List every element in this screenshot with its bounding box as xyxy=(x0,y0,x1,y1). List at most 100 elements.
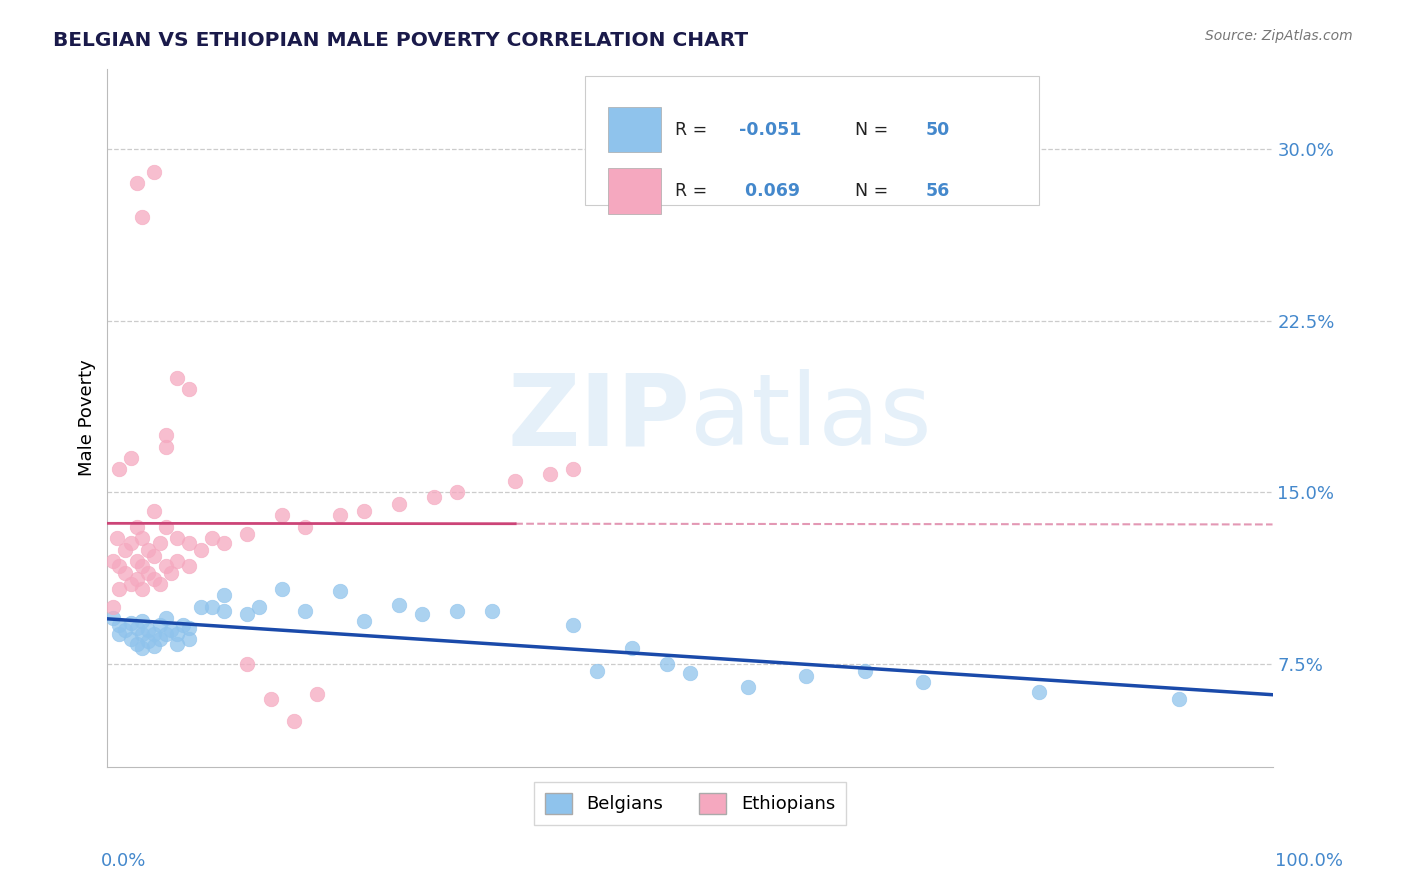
Point xyxy=(103,611,125,625)
Point xyxy=(411,607,433,621)
Point xyxy=(422,490,444,504)
Text: R =: R = xyxy=(675,120,713,138)
FancyBboxPatch shape xyxy=(609,107,661,153)
Point xyxy=(353,614,375,628)
Point xyxy=(155,627,177,641)
Point xyxy=(131,211,153,225)
Point xyxy=(172,618,194,632)
Text: 100.0%: 100.0% xyxy=(1275,852,1343,870)
Point xyxy=(329,508,352,523)
Point xyxy=(155,519,177,533)
Point xyxy=(120,577,142,591)
Point xyxy=(562,618,585,632)
Point xyxy=(131,558,153,573)
Point xyxy=(131,641,153,656)
Text: Source: ZipAtlas.com: Source: ZipAtlas.com xyxy=(1205,29,1353,43)
Point xyxy=(131,582,153,596)
Point xyxy=(446,605,468,619)
Text: atlas: atlas xyxy=(690,369,932,467)
Text: N =: N = xyxy=(855,120,894,138)
Y-axis label: Male Poverty: Male Poverty xyxy=(79,359,96,476)
Point xyxy=(143,504,166,518)
Point xyxy=(120,450,142,465)
Point xyxy=(212,589,235,603)
Point xyxy=(160,566,183,580)
Legend: Belgians, Ethiopians: Belgians, Ethiopians xyxy=(534,782,846,824)
Point xyxy=(190,599,212,614)
Point xyxy=(307,687,329,701)
Point xyxy=(149,535,172,549)
Point xyxy=(446,485,468,500)
Point xyxy=(177,632,200,646)
Point xyxy=(131,627,153,641)
Point xyxy=(585,664,607,678)
Point xyxy=(125,176,148,190)
Text: N =: N = xyxy=(855,182,894,200)
Point xyxy=(538,467,561,481)
Point xyxy=(503,474,526,488)
Point xyxy=(177,558,200,573)
Point xyxy=(125,573,148,587)
Point xyxy=(271,582,294,596)
Text: 56: 56 xyxy=(925,182,949,200)
Point xyxy=(120,615,142,630)
Point xyxy=(294,605,316,619)
Text: 0.0%: 0.0% xyxy=(101,852,146,870)
Point xyxy=(166,531,188,545)
Point xyxy=(143,549,166,564)
Point xyxy=(131,614,153,628)
Point xyxy=(155,611,177,625)
Point xyxy=(236,526,259,541)
Point xyxy=(737,680,759,694)
Point xyxy=(114,566,136,580)
Point xyxy=(120,632,142,646)
Point xyxy=(166,627,188,641)
Point xyxy=(143,573,166,587)
Point xyxy=(247,599,270,614)
Point xyxy=(125,636,148,650)
Text: ZIP: ZIP xyxy=(508,369,690,467)
Point xyxy=(329,583,352,598)
Point xyxy=(143,639,166,653)
Point xyxy=(108,627,131,641)
FancyBboxPatch shape xyxy=(609,168,661,213)
Point xyxy=(155,440,177,454)
Point xyxy=(166,554,188,568)
Point xyxy=(131,531,153,545)
Point xyxy=(201,531,224,545)
Point xyxy=(108,558,131,573)
Point xyxy=(108,462,131,476)
Point xyxy=(655,657,678,672)
Point xyxy=(103,599,125,614)
Point xyxy=(190,542,212,557)
Point xyxy=(212,535,235,549)
Point xyxy=(271,508,294,523)
Point xyxy=(114,623,136,637)
Point xyxy=(201,599,224,614)
Point xyxy=(212,605,235,619)
Point xyxy=(143,164,166,178)
Point xyxy=(149,632,172,646)
Point xyxy=(283,714,305,729)
Point xyxy=(114,542,136,557)
Point xyxy=(103,554,125,568)
Point xyxy=(155,428,177,442)
Point xyxy=(136,542,159,557)
Point xyxy=(236,657,259,672)
Point xyxy=(481,605,503,619)
Point xyxy=(388,497,411,511)
Point xyxy=(166,636,188,650)
Point xyxy=(105,531,128,545)
Point xyxy=(1028,684,1050,698)
Point xyxy=(259,691,281,706)
Text: 0.069: 0.069 xyxy=(740,182,800,200)
Point xyxy=(166,371,188,385)
Point xyxy=(853,664,876,678)
Point xyxy=(177,535,200,549)
Text: BELGIAN VS ETHIOPIAN MALE POVERTY CORRELATION CHART: BELGIAN VS ETHIOPIAN MALE POVERTY CORREL… xyxy=(53,31,748,50)
Point xyxy=(155,558,177,573)
Point xyxy=(120,535,142,549)
Point xyxy=(620,641,643,656)
Point xyxy=(125,519,148,533)
Point xyxy=(294,519,316,533)
